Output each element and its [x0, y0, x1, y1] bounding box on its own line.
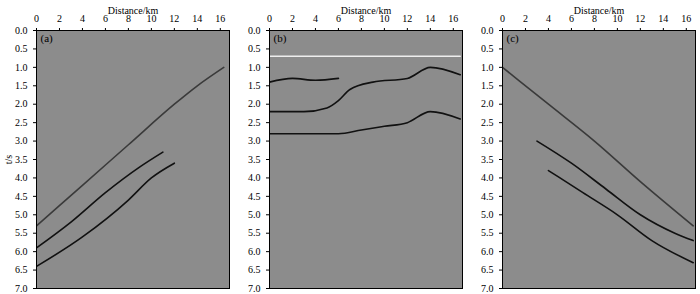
svg-text:2.5: 2.5 — [481, 117, 494, 128]
svg-text:0.0: 0.0 — [248, 25, 261, 36]
svg-text:t/s: t/s — [3, 155, 14, 165]
svg-text:3.0: 3.0 — [248, 135, 261, 146]
svg-text:Distance/km: Distance/km — [574, 5, 625, 16]
svg-text:5.0: 5.0 — [481, 209, 494, 220]
svg-text:Distance/km: Distance/km — [341, 5, 392, 16]
svg-text:0: 0 — [500, 13, 505, 24]
svg-text:4: 4 — [546, 13, 551, 24]
svg-text:2: 2 — [290, 13, 295, 24]
svg-text:7.0: 7.0 — [248, 283, 261, 294]
svg-text:5.5: 5.5 — [481, 227, 494, 238]
svg-text:14: 14 — [658, 13, 668, 24]
svg-text:8: 8 — [358, 12, 364, 24]
svg-text:8: 8 — [591, 12, 597, 24]
svg-text:6: 6 — [102, 12, 108, 24]
svg-text:3.5: 3.5 — [248, 154, 261, 165]
svg-text:5.5: 5.5 — [248, 227, 261, 238]
svg-text:6: 6 — [568, 12, 574, 24]
svg-text:7.0: 7.0 — [15, 283, 28, 294]
svg-text:(b): (b) — [274, 32, 287, 45]
svg-text:4.0: 4.0 — [15, 172, 28, 183]
svg-text:3.5: 3.5 — [15, 154, 28, 165]
svg-text:6.0: 6.0 — [481, 246, 494, 257]
svg-text:(c): (c) — [507, 32, 520, 45]
svg-text:2: 2 — [57, 13, 62, 24]
svg-text:Distance/km: Distance/km — [108, 5, 159, 16]
svg-text:14: 14 — [425, 13, 435, 24]
svg-text:12: 12 — [635, 13, 645, 24]
svg-text:2.5: 2.5 — [15, 117, 28, 128]
svg-text:3.0: 3.0 — [15, 135, 28, 146]
svg-text:4.5: 4.5 — [15, 191, 28, 202]
svg-text:2.0: 2.0 — [481, 98, 494, 109]
svg-text:1.0: 1.0 — [481, 62, 494, 73]
svg-text:14: 14 — [192, 13, 202, 24]
svg-text:6.5: 6.5 — [248, 264, 261, 275]
svg-text:2.5: 2.5 — [248, 117, 261, 128]
svg-text:3.5: 3.5 — [481, 154, 494, 165]
svg-text:5.0: 5.0 — [15, 209, 28, 220]
svg-text:10: 10 — [379, 12, 390, 24]
svg-text:3.0: 3.0 — [481, 135, 494, 146]
svg-text:16: 16 — [681, 13, 691, 24]
svg-text:4.5: 4.5 — [481, 191, 494, 202]
svg-text:0.5: 0.5 — [481, 43, 494, 54]
svg-text:1.0: 1.0 — [248, 62, 261, 73]
svg-text:4.0: 4.0 — [248, 172, 261, 183]
svg-text:0.0: 0.0 — [15, 25, 28, 36]
svg-text:2.0: 2.0 — [248, 98, 261, 109]
svg-text:16: 16 — [215, 13, 225, 24]
svg-text:1.0: 1.0 — [15, 62, 28, 73]
svg-text:5.0: 5.0 — [248, 209, 261, 220]
svg-text:0: 0 — [34, 13, 39, 24]
svg-text:8: 8 — [125, 12, 131, 24]
svg-text:(a): (a) — [41, 32, 54, 45]
svg-text:6: 6 — [335, 12, 341, 24]
svg-text:7.0: 7.0 — [481, 283, 494, 294]
svg-text:6.0: 6.0 — [248, 246, 261, 257]
svg-text:10: 10 — [612, 12, 623, 24]
svg-text:0.0: 0.0 — [481, 25, 494, 36]
svg-text:1.5: 1.5 — [15, 80, 28, 91]
svg-text:6.5: 6.5 — [481, 264, 494, 275]
svg-text:0.5: 0.5 — [15, 43, 28, 54]
svg-text:16: 16 — [448, 13, 458, 24]
svg-text:0.5: 0.5 — [248, 43, 261, 54]
svg-text:2: 2 — [523, 13, 528, 24]
svg-text:6.5: 6.5 — [15, 264, 28, 275]
svg-text:4.5: 4.5 — [248, 191, 261, 202]
svg-text:1.5: 1.5 — [481, 80, 494, 91]
svg-text:2.0: 2.0 — [15, 98, 28, 109]
svg-text:4: 4 — [80, 13, 85, 24]
svg-text:0: 0 — [267, 13, 272, 24]
svg-text:12: 12 — [402, 13, 412, 24]
svg-text:6.0: 6.0 — [15, 246, 28, 257]
svg-text:10: 10 — [146, 12, 157, 24]
svg-text:1.5: 1.5 — [248, 80, 261, 91]
svg-text:4.0: 4.0 — [481, 172, 494, 183]
svg-text:4: 4 — [313, 13, 318, 24]
svg-text:5.5: 5.5 — [15, 227, 28, 238]
svg-text:12: 12 — [169, 13, 179, 24]
